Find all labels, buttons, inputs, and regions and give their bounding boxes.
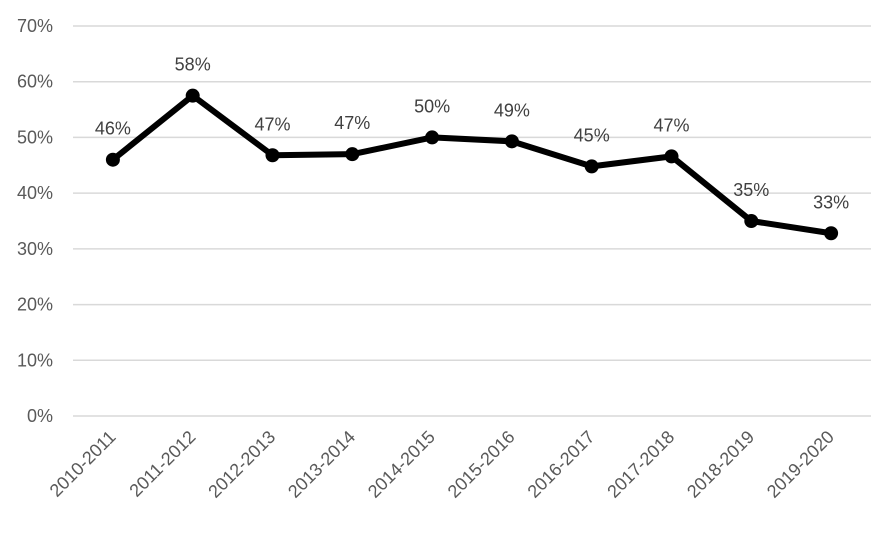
series-markers: [105, 88, 839, 241]
y-axis-tick-labels: 0% 10% 20% 30% 40% 50% 60% 70%: [17, 16, 53, 426]
data-point-marker: [664, 149, 679, 164]
series-line: [109, 92, 835, 237]
data-label: 47%: [653, 115, 689, 135]
x-tick-label: 2018-2019: [683, 427, 758, 502]
y-tick-label: 0%: [27, 406, 53, 426]
y-tick-label: 30%: [17, 239, 53, 259]
x-tick-label: 2013-2014: [284, 427, 359, 502]
x-tick-label: 2010-2011: [46, 427, 120, 501]
data-point-marker: [185, 88, 200, 103]
data-label: 50%: [414, 96, 450, 116]
data-point-marker: [744, 214, 759, 228]
x-tick-label: 2019-2020: [763, 427, 838, 502]
x-tick-label: 2011-2012: [125, 427, 199, 501]
x-tick-label: 2015-2016: [444, 427, 519, 502]
data-label: 49%: [494, 100, 530, 120]
series-line: [109, 92, 835, 237]
y-tick-label: 50%: [17, 127, 53, 147]
data-labels: 46% 58% 47% 47% 50% 49% 45% 47% 35% 33%: [95, 55, 849, 213]
y-tick-label: 10%: [17, 350, 53, 370]
data-point-marker: [345, 147, 360, 162]
data-label: 46%: [95, 119, 131, 139]
y-tick-label: 40%: [17, 183, 53, 203]
y-tick-label: 20%: [17, 295, 53, 315]
data-label: 35%: [733, 180, 769, 200]
data-point-marker: [265, 148, 280, 163]
data-label: 47%: [254, 114, 290, 134]
data-point-marker: [425, 130, 440, 145]
data-point-marker: [504, 134, 519, 149]
x-tick-label: 2016-2017: [524, 427, 599, 502]
data-label: 33%: [813, 192, 849, 212]
x-tick-label: 2012-2013: [204, 427, 279, 502]
y-tick-label: 60%: [17, 72, 53, 92]
data-point-marker: [105, 152, 120, 167]
data-label: 45%: [574, 125, 610, 145]
data-label: 47%: [334, 113, 370, 133]
x-axis-tick-labels: 2010-2011 2011-2012 2012-2013 2013-2014 2014…: [46, 427, 838, 502]
data-point-marker: [824, 226, 839, 241]
data-point-marker: [584, 159, 599, 174]
y-tick-label: 70%: [17, 16, 53, 36]
x-tick-label: 2014-2015: [364, 427, 439, 502]
x-tick-label: 2017-2018: [603, 427, 678, 502]
data-label: 58%: [175, 55, 211, 75]
